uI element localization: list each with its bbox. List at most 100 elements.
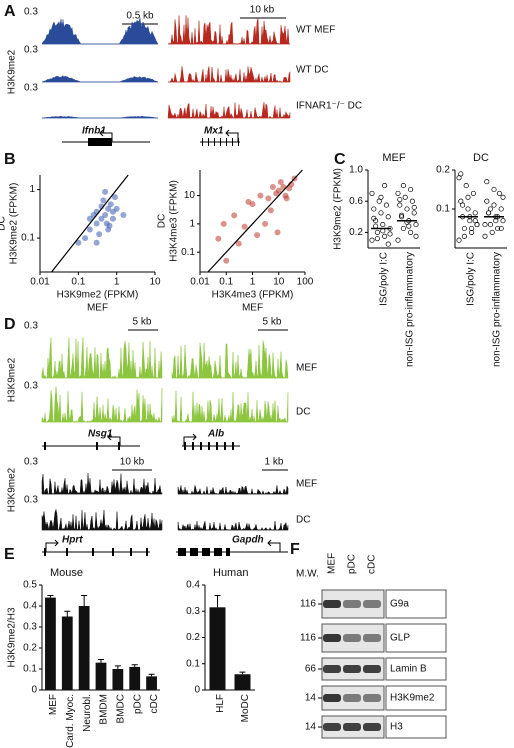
- y-sample-label: DC: [0, 216, 8, 230]
- scatter-point: [96, 231, 103, 238]
- strip-point: [374, 236, 380, 242]
- x-tick-label: MEF: [48, 694, 59, 715]
- panel-letter: E: [4, 546, 15, 563]
- bar: [146, 676, 157, 690]
- exon: [66, 548, 68, 556]
- strip-point: [383, 202, 389, 208]
- gene-label: Ifnb1: [82, 126, 106, 137]
- blot-band: [323, 665, 341, 673]
- exon: [216, 442, 218, 450]
- strip-point: [487, 222, 493, 228]
- x-tick-label: 0.1: [71, 277, 85, 288]
- scatter-point: [267, 207, 274, 214]
- blot-label-box: [385, 657, 447, 681]
- signal-track: [177, 485, 289, 495]
- x-tick-label: 0.1: [219, 277, 233, 288]
- exon: [224, 442, 226, 450]
- gene-label: Gapdh: [232, 535, 264, 546]
- x-tick-label: BMDM: [99, 694, 110, 725]
- exon: [44, 548, 46, 556]
- lane-label: cDC: [367, 555, 378, 574]
- blot-band: [343, 665, 361, 673]
- blot-label: Lamin B: [390, 664, 427, 675]
- y-tick-label: 0.4: [23, 601, 37, 612]
- exon: [232, 138, 233, 146]
- strip-point: [470, 190, 476, 196]
- y-tick-label: 0.1: [21, 233, 35, 244]
- blot-label: G9a: [390, 599, 409, 610]
- x-tick-label: non-ISG pro-inflammatory: [492, 252, 503, 367]
- y-tick-label: 0.1: [186, 658, 200, 669]
- strip-point: [397, 202, 403, 208]
- exon: [202, 548, 210, 556]
- exon: [226, 548, 230, 556]
- x-tick-label: MoDC: [240, 694, 251, 722]
- gene-label: Alb: [207, 429, 224, 440]
- sample-label: MEF: [296, 363, 317, 374]
- panel-letter: A: [4, 3, 16, 20]
- exon: [192, 442, 194, 450]
- blot-band: [323, 723, 341, 731]
- gene-label: Hprt: [62, 535, 83, 546]
- x-tick-label: HLF: [215, 694, 226, 713]
- strip-point: [484, 179, 490, 185]
- x-tick-label: non-ISG pro-inflammatory: [405, 252, 416, 367]
- exon: [232, 442, 234, 450]
- blot-band: [363, 634, 381, 642]
- strip-point: [469, 229, 475, 235]
- y-tick-label: 0.5: [23, 580, 37, 591]
- x-tick-label: 1: [114, 277, 120, 288]
- strip-point: [378, 210, 384, 216]
- bar: [234, 674, 251, 690]
- scatter-point: [282, 192, 289, 199]
- scatter-point: [254, 232, 261, 239]
- sample-label: WT MEF: [296, 25, 335, 36]
- x-axis-label: H3K9me2 (FPKM): [57, 290, 139, 301]
- scatter-point: [105, 205, 112, 212]
- identity-line: [207, 169, 303, 273]
- scatter-point: [75, 239, 82, 246]
- strip-point: [491, 186, 497, 193]
- blot-band: [343, 723, 361, 731]
- strip-point: [397, 197, 403, 203]
- x-tick-label: 1: [250, 277, 256, 288]
- error-bar: [214, 595, 221, 608]
- y-tick-label: 10: [184, 190, 196, 201]
- x-tick-label: Card. Myoc.: [65, 694, 76, 748]
- strip-point: [395, 237, 401, 243]
- scatter-point: [86, 226, 93, 233]
- strip-point: [409, 198, 415, 204]
- scatter-point: [120, 211, 127, 218]
- blot-band: [343, 694, 361, 702]
- mw-label: 14: [305, 722, 317, 733]
- sample-label: DC: [296, 515, 310, 526]
- x-tick-label: cDC: [149, 694, 160, 713]
- strip-point: [489, 229, 495, 235]
- strip-point: [484, 198, 490, 204]
- scatter-point: [107, 201, 114, 208]
- bar: [78, 606, 90, 690]
- strip-point: [402, 194, 408, 200]
- y-axis-label: H3K9me2 (FPKM): [9, 183, 20, 265]
- scatter-point: [245, 198, 252, 205]
- x-tick-label: 10: [273, 277, 285, 288]
- track-max: 0.3: [24, 457, 38, 468]
- scatter-point: [109, 215, 116, 222]
- blot-label: GLP: [390, 633, 410, 644]
- blot-label-box: [385, 623, 447, 653]
- scale-bar-label: 5 kb: [263, 317, 282, 328]
- signal-track: [41, 473, 163, 495]
- y-tick-label: 0.2: [186, 632, 200, 643]
- scale-bar-label: 10 kb: [250, 5, 275, 16]
- scatter-point: [223, 257, 230, 264]
- strip-point: [460, 202, 466, 208]
- strip-point: [461, 233, 467, 239]
- blot-band: [323, 634, 341, 642]
- panel-letter: D: [4, 316, 16, 333]
- bar: [112, 669, 124, 690]
- strip-point: [400, 183, 406, 189]
- signal-track: [41, 17, 159, 45]
- strip-point: [385, 241, 391, 247]
- error-bar: [239, 671, 246, 675]
